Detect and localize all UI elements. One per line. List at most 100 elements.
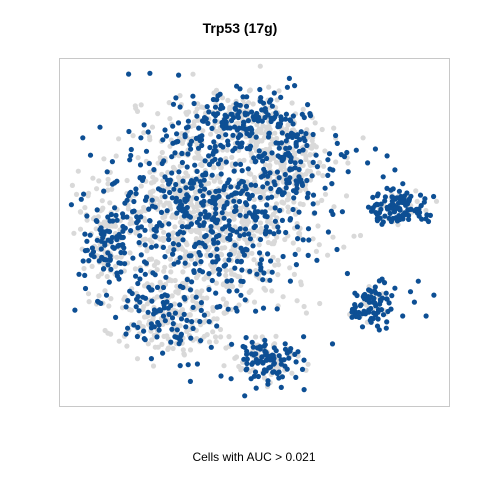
cell-point-background — [315, 223, 321, 229]
cell-point-auc-above-threshold — [380, 174, 386, 180]
cell-point-auc-above-threshold — [176, 169, 182, 175]
cell-point-background — [303, 156, 309, 163]
cell-point-auc-above-threshold — [182, 296, 188, 302]
cell-point-auc-above-threshold — [193, 135, 199, 141]
cell-point-background — [251, 299, 258, 305]
cell-point-auc-above-threshold — [210, 96, 216, 103]
cell-point-background — [134, 356, 141, 362]
cell-point-auc-above-threshold — [133, 304, 139, 310]
cell-point-auc-above-threshold — [198, 259, 204, 265]
cell-point-background — [433, 198, 440, 204]
cell-point-auc-above-threshold — [328, 208, 334, 214]
cell-point-auc-above-threshold — [238, 190, 244, 196]
cell-point-auc-above-threshold — [388, 187, 394, 193]
cell-point-auc-above-threshold — [143, 148, 150, 154]
cell-point-auc-above-threshold — [310, 131, 316, 138]
cell-point-auc-above-threshold — [305, 226, 312, 232]
cell-point-auc-above-threshold — [266, 131, 272, 137]
cell-point-auc-above-threshold — [338, 152, 344, 158]
cell-point-auc-above-threshold — [290, 188, 297, 194]
cell-point-auc-above-threshold — [142, 197, 149, 203]
cell-point-auc-above-threshold — [184, 276, 190, 283]
cell-point-auc-above-threshold — [312, 210, 318, 216]
cell-point-auc-above-threshold — [142, 227, 148, 233]
cell-point-auc-above-threshold — [217, 303, 223, 310]
cell-point-background — [180, 269, 186, 275]
cell-point-auc-above-threshold — [97, 227, 103, 233]
cell-point-auc-above-threshold — [232, 265, 238, 271]
cell-point-auc-above-threshold — [161, 305, 167, 311]
cell-point-background — [142, 218, 148, 224]
cell-point-auc-above-threshold — [218, 373, 224, 379]
cell-point-background — [96, 293, 102, 299]
cell-point-background — [239, 219, 245, 225]
cell-point-auc-above-threshold — [169, 170, 175, 176]
cell-point-auc-above-threshold — [269, 103, 275, 109]
cell-point-background — [413, 188, 419, 194]
cell-point-background — [168, 269, 174, 275]
cell-point-auc-above-threshold — [384, 153, 390, 159]
cell-point-auc-above-threshold — [161, 188, 167, 194]
cell-point-auc-above-threshold — [208, 224, 214, 230]
cell-point-auc-above-threshold — [257, 261, 263, 267]
cell-point-background — [208, 131, 214, 137]
cell-point-auc-above-threshold — [223, 132, 229, 138]
cell-point-background — [163, 200, 169, 206]
cell-point-auc-above-threshold — [182, 134, 188, 140]
cell-point-auc-above-threshold — [301, 334, 307, 340]
cell-point-auc-above-threshold — [80, 135, 86, 141]
cell-point-background — [280, 294, 286, 300]
cell-point-auc-above-threshold — [118, 249, 124, 256]
cell-point-auc-above-threshold — [219, 123, 225, 129]
cell-point-background — [296, 247, 302, 253]
cell-point-auc-above-threshold — [242, 112, 248, 118]
cell-point-auc-above-threshold — [224, 278, 230, 284]
cell-point-auc-above-threshold — [220, 226, 226, 232]
cell-point-auc-above-threshold — [94, 207, 100, 213]
cell-point-background — [289, 100, 295, 106]
cell-point-auc-above-threshold — [268, 115, 274, 121]
cell-point-background — [165, 248, 171, 254]
cell-point-auc-above-threshold — [234, 288, 240, 294]
cell-point-auc-above-threshold — [271, 369, 277, 375]
cell-point-background — [223, 272, 229, 278]
cell-point-background — [248, 150, 254, 156]
cell-point-auc-above-threshold — [235, 184, 241, 190]
cell-point-auc-above-threshold — [138, 214, 144, 220]
cell-point-auc-above-threshold — [265, 112, 271, 118]
cell-point-auc-above-threshold — [190, 325, 196, 332]
cell-point-background — [312, 120, 318, 126]
cell-point-auc-above-threshold — [360, 311, 366, 317]
cell-point-auc-above-threshold — [271, 179, 277, 185]
cell-point-auc-above-threshold — [222, 262, 229, 268]
cell-point-background — [307, 152, 313, 158]
cell-point-background — [317, 300, 323, 307]
cell-point-auc-above-threshold — [354, 292, 360, 299]
cell-point-auc-above-threshold — [424, 212, 430, 218]
cell-point-auc-above-threshold — [267, 277, 273, 283]
cell-point-auc-above-threshold — [276, 145, 282, 151]
cell-point-auc-above-threshold — [168, 302, 174, 309]
cell-point-auc-above-threshold — [212, 113, 219, 119]
cell-point-auc-above-threshold — [380, 312, 387, 318]
cell-point-auc-above-threshold — [149, 197, 155, 203]
cell-point-auc-above-threshold — [86, 258, 92, 264]
cell-point-auc-above-threshold — [306, 237, 312, 243]
cell-point-auc-above-threshold — [329, 341, 336, 347]
cell-point-auc-above-threshold — [215, 93, 221, 99]
cell-point-background — [269, 288, 275, 294]
cell-point-auc-above-threshold — [284, 180, 290, 186]
cell-point-background — [90, 175, 96, 181]
cell-point-background — [149, 256, 155, 262]
cell-point-auc-above-threshold — [97, 124, 103, 130]
cell-point-auc-above-threshold — [173, 195, 179, 201]
cell-point-auc-above-threshold — [103, 257, 109, 263]
cell-point-auc-above-threshold — [247, 236, 253, 242]
cell-point-auc-above-threshold — [238, 292, 244, 298]
cell-point-background — [223, 302, 229, 308]
cell-point-background — [183, 249, 189, 255]
cell-point-background — [132, 266, 138, 272]
cell-point-auc-above-threshold — [305, 190, 311, 196]
cell-point-background — [206, 339, 213, 345]
cell-point-background — [290, 240, 296, 246]
